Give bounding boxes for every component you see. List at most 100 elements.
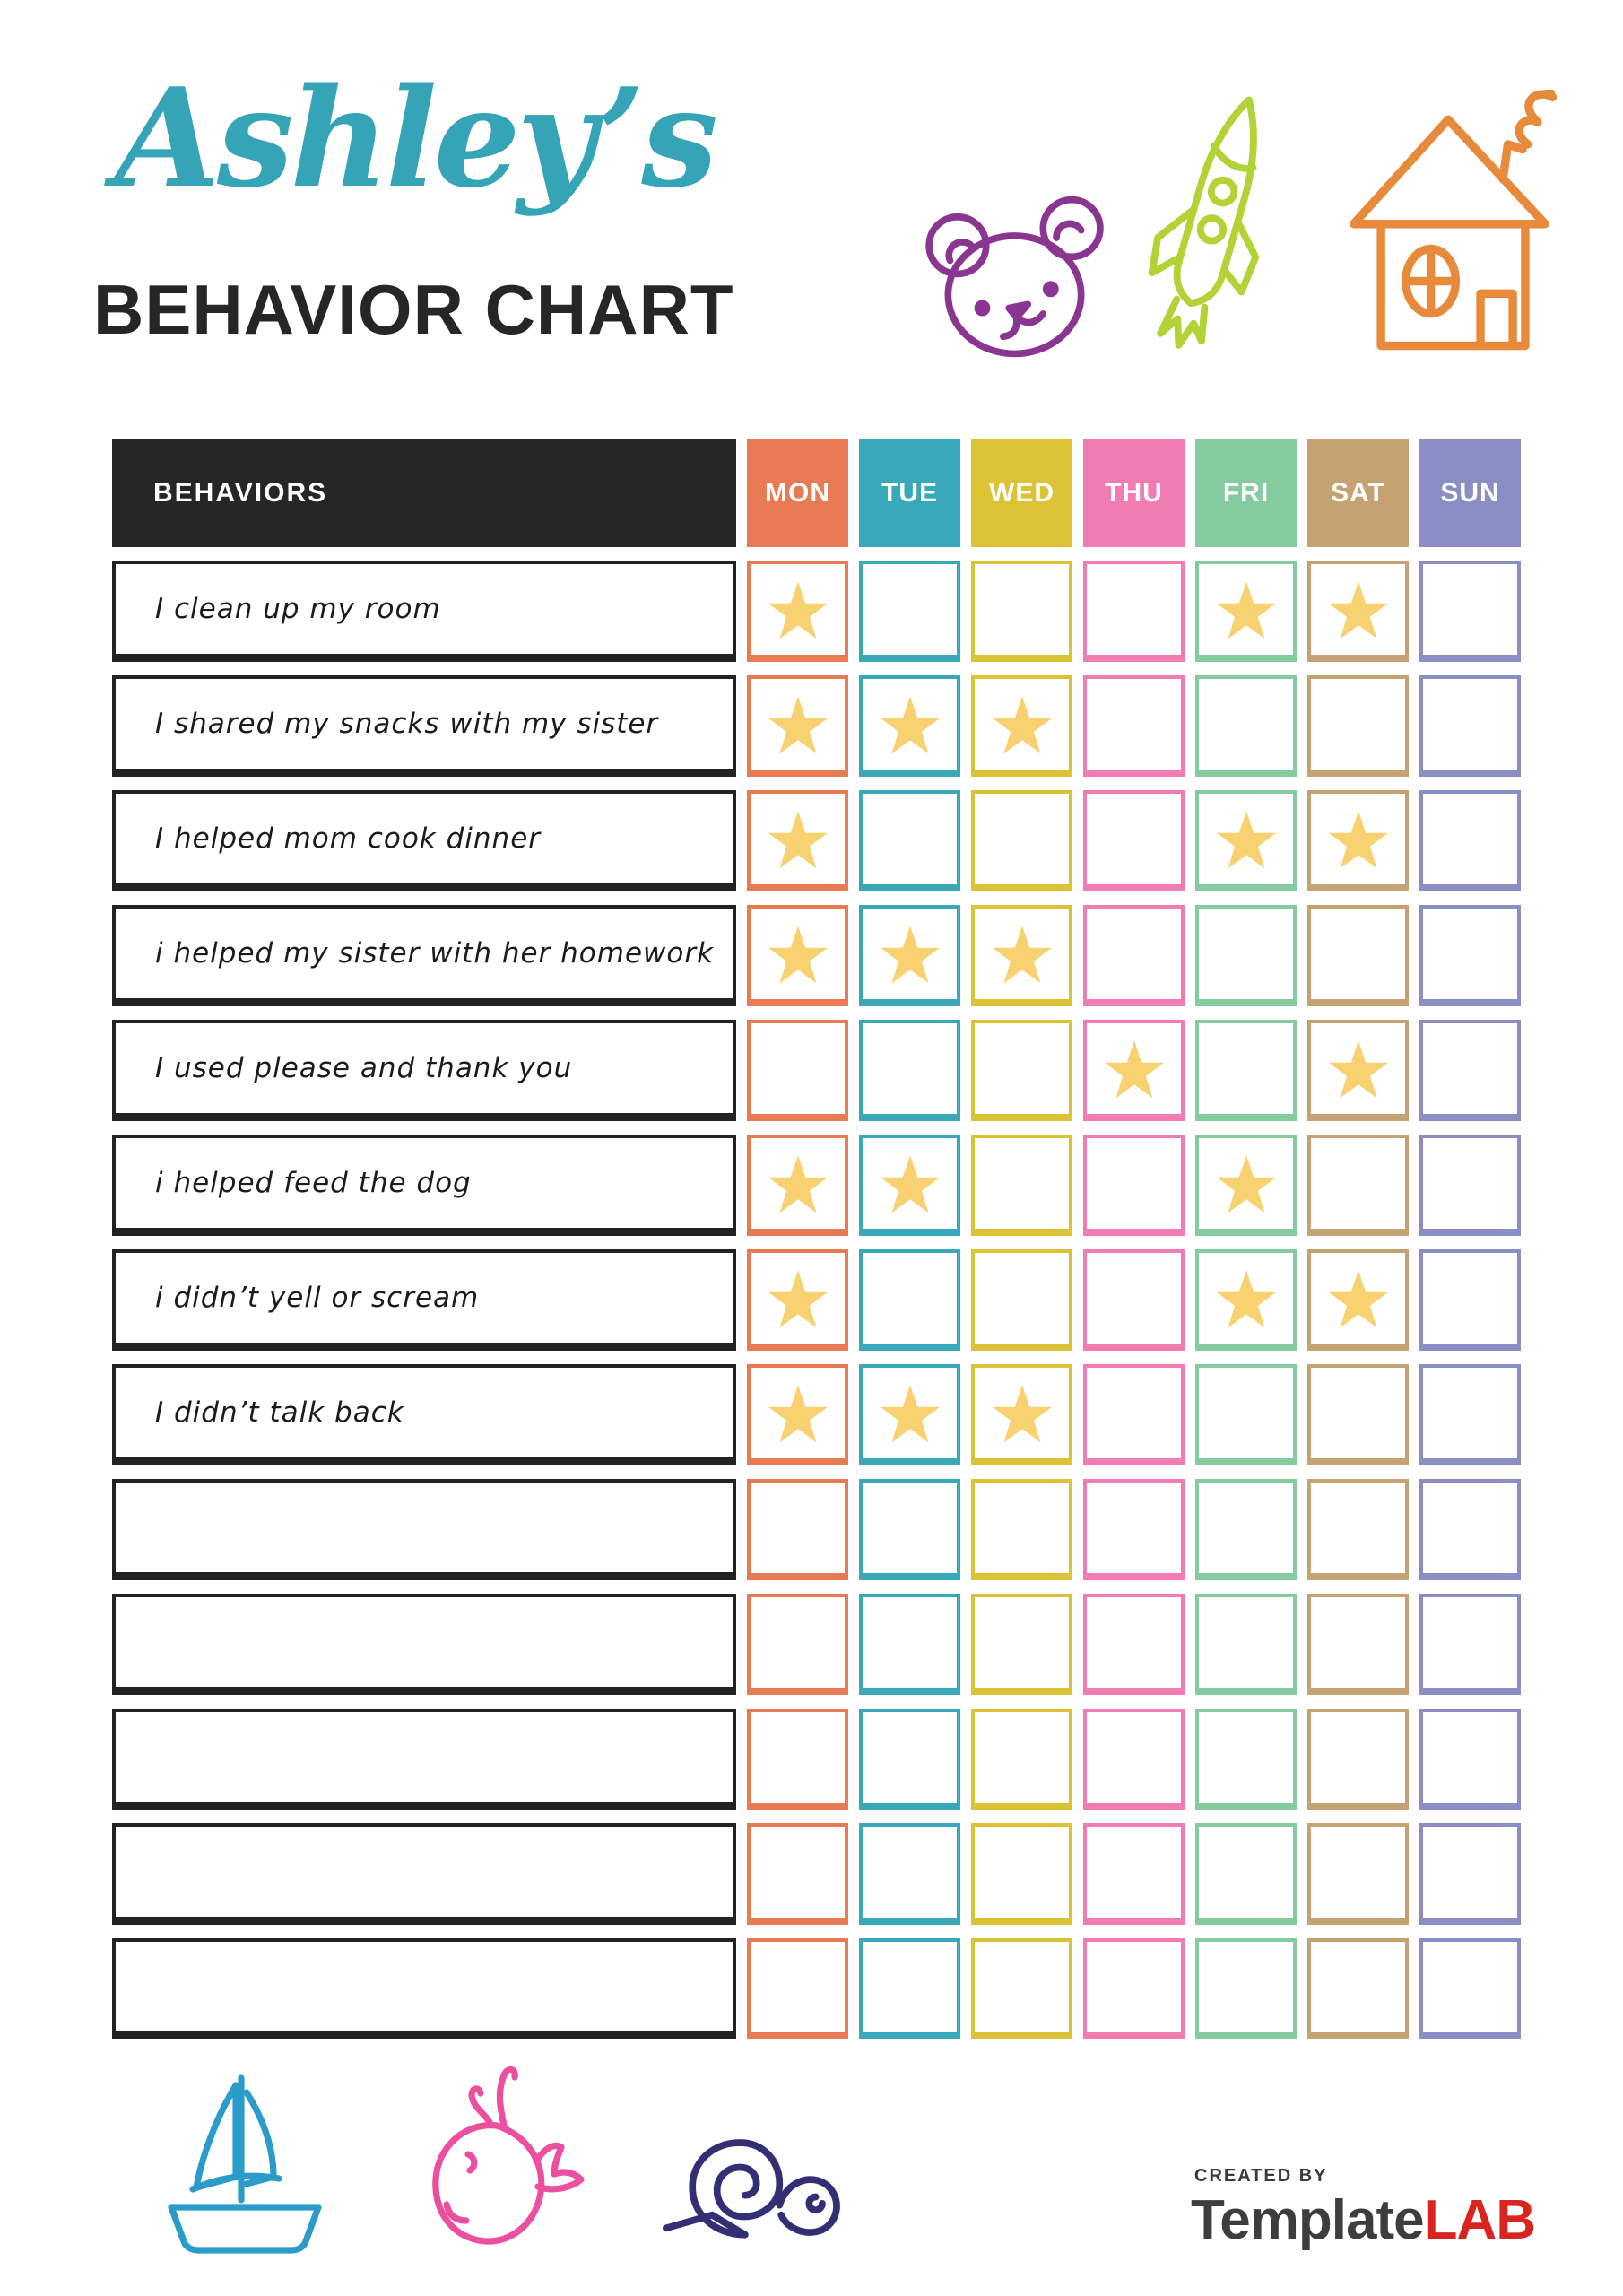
star-cell-sun-row-10 bbox=[1419, 1594, 1521, 1695]
star-cell-thu-row-10 bbox=[1083, 1594, 1185, 1695]
behavior-chart-table: BEHAVIORS MON TUE WED THU FRI SAT SUN I clean u… bbox=[112, 439, 1521, 2039]
star-cell-thu-row-12 bbox=[1083, 1823, 1185, 1925]
star-cell-tue-row-7 bbox=[859, 1249, 960, 1351]
star-cell-thu-row-4 bbox=[1083, 905, 1185, 1006]
star-cell-sat-row-6 bbox=[1307, 1135, 1409, 1236]
behavior-label-empty bbox=[112, 1479, 736, 1580]
star-cell-wed-row-5 bbox=[971, 1020, 1072, 1121]
star-cell-tue-row-1 bbox=[859, 561, 960, 662]
star-cell-tue-row-11 bbox=[859, 1709, 960, 1810]
star-cell-mon-row-1 bbox=[747, 561, 848, 662]
star-cell-fri-row-1 bbox=[1195, 561, 1297, 662]
star-cell-mon-row-9 bbox=[747, 1479, 848, 1580]
star-cell-tue-row-8 bbox=[859, 1364, 960, 1465]
star-cell-wed-row-7 bbox=[971, 1249, 1072, 1351]
day-header-thu: THU bbox=[1083, 439, 1185, 547]
star-cell-thu-row-9 bbox=[1083, 1479, 1185, 1580]
star-icon bbox=[768, 695, 828, 753]
behavior-label-row-5: I used please and thank you bbox=[112, 1020, 736, 1121]
logo-brand-lab: LAB bbox=[1423, 2189, 1536, 2251]
rocket-icon bbox=[1134, 76, 1300, 390]
star-cell-wed-row-2 bbox=[971, 675, 1072, 777]
star-icon bbox=[992, 1384, 1052, 1442]
star-cell-sun-row-13 bbox=[1419, 1938, 1521, 2039]
star-cell-tue-row-4 bbox=[859, 905, 960, 1006]
star-icon bbox=[1216, 1154, 1276, 1213]
star-cell-wed-row-10 bbox=[971, 1594, 1072, 1695]
star-cell-wed-row-1 bbox=[971, 561, 1072, 662]
star-cell-sun-row-2 bbox=[1419, 675, 1521, 777]
star-cell-mon-row-5 bbox=[747, 1020, 848, 1121]
star-cell-sat-row-9 bbox=[1307, 1479, 1409, 1580]
star-cell-mon-row-10 bbox=[747, 1594, 848, 1695]
star-icon bbox=[768, 1384, 828, 1442]
star-cell-sun-row-4 bbox=[1419, 905, 1521, 1006]
star-icon bbox=[1328, 810, 1388, 868]
star-cell-fri-row-10 bbox=[1195, 1594, 1297, 1695]
star-icon bbox=[1104, 1039, 1164, 1098]
logo-brand-template: Template bbox=[1191, 2189, 1425, 2251]
star-icon bbox=[992, 695, 1052, 753]
star-cell-mon-row-12 bbox=[747, 1823, 848, 1925]
star-cell-fri-row-5 bbox=[1195, 1020, 1297, 1121]
star-cell-sat-row-7 bbox=[1307, 1249, 1409, 1351]
star-cell-thu-row-5 bbox=[1083, 1020, 1185, 1121]
star-cell-fri-row-12 bbox=[1195, 1823, 1297, 1925]
star-cell-thu-row-3 bbox=[1083, 790, 1185, 891]
whale-icon bbox=[381, 2054, 605, 2269]
star-icon bbox=[1328, 1269, 1388, 1327]
star-cell-thu-row-7 bbox=[1083, 1249, 1185, 1351]
star-cell-fri-row-3 bbox=[1195, 790, 1297, 891]
star-icon bbox=[768, 1154, 828, 1213]
behavior-label-row-8: I didn’t talk back bbox=[112, 1364, 736, 1465]
star-cell-tue-row-9 bbox=[859, 1479, 960, 1580]
star-cell-sun-row-11 bbox=[1419, 1709, 1521, 1810]
star-cell-fri-row-2 bbox=[1195, 675, 1297, 777]
star-icon bbox=[1328, 580, 1388, 639]
day-header-tue: TUE bbox=[859, 439, 960, 547]
star-cell-mon-row-3 bbox=[747, 790, 848, 891]
star-cell-sun-row-12 bbox=[1419, 1823, 1521, 1925]
star-cell-tue-row-10 bbox=[859, 1594, 960, 1695]
behavior-label-row-3: I helped mom cook dinner bbox=[112, 790, 736, 891]
star-cell-fri-row-13 bbox=[1195, 1938, 1297, 2039]
star-cell-thu-row-6 bbox=[1083, 1135, 1185, 1236]
star-cell-tue-row-3 bbox=[859, 790, 960, 891]
star-cell-thu-row-11 bbox=[1083, 1709, 1185, 1810]
star-cell-sun-row-3 bbox=[1419, 790, 1521, 891]
star-icon bbox=[880, 695, 940, 753]
behaviors-column-header: BEHAVIORS bbox=[112, 439, 736, 547]
star-cell-fri-row-9 bbox=[1195, 1479, 1297, 1580]
star-icon bbox=[768, 580, 828, 639]
star-cell-sun-row-8 bbox=[1419, 1364, 1521, 1465]
star-cell-wed-row-4 bbox=[971, 905, 1072, 1006]
star-cell-fri-row-11 bbox=[1195, 1709, 1297, 1810]
star-cell-wed-row-6 bbox=[971, 1135, 1072, 1236]
star-icon bbox=[768, 1269, 828, 1327]
star-cell-tue-row-13 bbox=[859, 1938, 960, 2039]
star-cell-mon-row-6 bbox=[747, 1135, 848, 1236]
snail-icon bbox=[641, 2103, 865, 2251]
star-cell-sat-row-11 bbox=[1307, 1709, 1409, 1810]
star-icon bbox=[992, 925, 1052, 983]
star-cell-sat-row-4 bbox=[1307, 905, 1409, 1006]
star-cell-sat-row-1 bbox=[1307, 561, 1409, 662]
star-icon bbox=[1216, 810, 1276, 868]
sailboat-icon bbox=[135, 2067, 359, 2265]
star-cell-sun-row-6 bbox=[1419, 1135, 1521, 1236]
star-cell-fri-row-8 bbox=[1195, 1364, 1297, 1465]
star-cell-sun-row-5 bbox=[1419, 1020, 1521, 1121]
bear-icon bbox=[910, 188, 1134, 363]
star-cell-mon-row-7 bbox=[747, 1249, 848, 1351]
logo-brand-text: TemplateLAB bbox=[1191, 2188, 1536, 2252]
star-cell-sun-row-7 bbox=[1419, 1249, 1521, 1351]
star-cell-sat-row-5 bbox=[1307, 1020, 1409, 1121]
page-title: BEHAVIOR CHART bbox=[93, 270, 734, 349]
star-cell-thu-row-1 bbox=[1083, 561, 1185, 662]
star-cell-tue-row-5 bbox=[859, 1020, 960, 1121]
star-cell-sat-row-3 bbox=[1307, 790, 1409, 891]
star-cell-sun-row-9 bbox=[1419, 1479, 1521, 1580]
star-cell-mon-row-4 bbox=[747, 905, 848, 1006]
star-cell-wed-row-8 bbox=[971, 1364, 1072, 1465]
star-cell-wed-row-9 bbox=[971, 1479, 1072, 1580]
